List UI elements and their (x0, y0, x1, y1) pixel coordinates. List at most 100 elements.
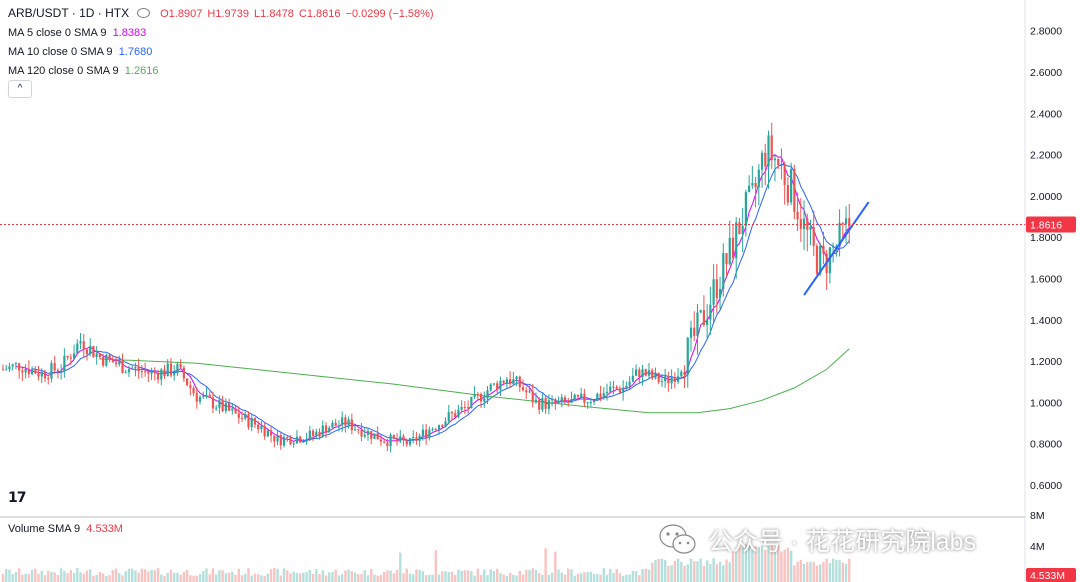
volume-bar (567, 568, 570, 582)
candle-body (531, 391, 534, 403)
candle-body (89, 346, 92, 355)
volume-bar (40, 570, 43, 582)
volume-bar (59, 568, 63, 582)
candle-body (250, 418, 253, 428)
candle-body (702, 310, 706, 325)
candle-body (221, 400, 224, 412)
candle-body (134, 367, 137, 369)
candle-body (444, 421, 447, 427)
candle-body (660, 381, 664, 383)
volume-bar (14, 572, 18, 582)
volume-bar (124, 571, 127, 582)
volume-bars (1, 544, 851, 582)
volume-bar (579, 573, 583, 582)
candle-body (305, 438, 308, 442)
candle-body (386, 442, 389, 447)
volume-bar (105, 575, 108, 582)
candle-body (741, 225, 744, 235)
volume-bar (728, 562, 731, 582)
candle-body (815, 245, 819, 274)
candle-body (838, 222, 841, 247)
candle-body (215, 407, 218, 409)
candle-body (544, 397, 547, 409)
candle-body (754, 183, 757, 188)
watermark: 公众号 · 花花研究院labs (658, 522, 976, 558)
candle-body (696, 312, 699, 337)
volume-bar (424, 575, 428, 582)
candle-body (602, 393, 605, 398)
candle-body (622, 387, 625, 393)
volume-bar (789, 550, 793, 582)
candle-body (583, 393, 586, 403)
volume-bar (250, 575, 253, 582)
candle-body (641, 369, 644, 378)
volume-bar (182, 571, 186, 582)
volume-bar (621, 575, 625, 582)
candle-body (5, 369, 8, 371)
volume-bar (418, 569, 421, 582)
candle-body (156, 372, 160, 380)
price-tick-label: 2.2000 (1030, 150, 1062, 162)
candle-body (27, 368, 30, 375)
volume-bar (657, 559, 660, 582)
candle-body (160, 369, 163, 380)
candle-body (644, 369, 647, 376)
volume-bar (198, 574, 202, 582)
volume-bar (192, 575, 195, 582)
candle-body (819, 245, 822, 274)
candle-body (373, 433, 376, 439)
candle-body (657, 372, 660, 383)
volume-bar (131, 568, 134, 582)
volume-bar (705, 560, 709, 582)
volume-bar (596, 574, 599, 582)
volume-bar (676, 558, 680, 582)
volume-bar (783, 549, 786, 582)
candle-body (337, 425, 341, 427)
volume-bar (276, 568, 279, 582)
candle-body (328, 427, 331, 433)
candle-body (40, 371, 43, 377)
eye-icon[interactable] (137, 8, 151, 19)
volume-bar (315, 569, 318, 582)
volume-bar (799, 559, 803, 582)
volume-bar (550, 572, 554, 582)
candle-body (467, 407, 470, 409)
volume-bar (69, 570, 73, 582)
volume-tick-label: 4M (1030, 541, 1045, 553)
candle-body (56, 370, 60, 373)
volume-bar (247, 568, 250, 582)
tradingview-logo[interactable]: 17 (8, 490, 27, 506)
candle-body (618, 388, 622, 393)
volume-bar (111, 569, 115, 582)
candle-body (376, 433, 379, 440)
volume-bar (793, 565, 796, 582)
volume-bar (479, 574, 483, 582)
candle-body (689, 327, 693, 338)
candle-body (198, 397, 202, 402)
volume-bar (24, 573, 27, 582)
volume-bar (185, 570, 189, 582)
candle-body (605, 391, 609, 394)
ohlc-close: C1.8616 (298, 8, 341, 20)
volume-bar (340, 574, 344, 582)
candle-body (773, 158, 777, 161)
volume-bar (693, 561, 696, 582)
candle-body (392, 434, 395, 439)
candle-body (470, 396, 473, 409)
chevron-up-icon[interactable]: ^ (8, 80, 32, 98)
symbol-label: ARB/USDT · 1D · HTX (8, 6, 130, 20)
volume-bar (744, 544, 748, 582)
volume-bar (751, 550, 754, 582)
volume-bar (473, 575, 476, 582)
candle-body (528, 391, 531, 393)
candle-body (534, 399, 538, 403)
symbol-row: ARB/USDT · 1D · HTX O1.8907 H1.9739 L1.84… (8, 4, 434, 24)
volume-bar (211, 568, 215, 582)
volume-bar (101, 573, 105, 582)
volume-bar (773, 550, 777, 582)
volume-bar (392, 573, 396, 582)
volume-bar (437, 574, 441, 582)
volume-bar (234, 574, 237, 582)
volume-bar (680, 561, 683, 582)
